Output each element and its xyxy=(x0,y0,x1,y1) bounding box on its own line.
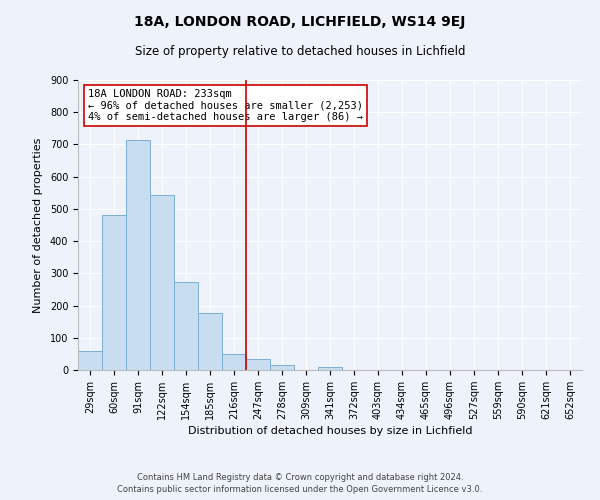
Text: Contains public sector information licensed under the Open Government Licence v3: Contains public sector information licen… xyxy=(118,485,482,494)
Bar xyxy=(150,195,174,370)
Text: 18A, LONDON ROAD, LICHFIELD, WS14 9EJ: 18A, LONDON ROAD, LICHFIELD, WS14 9EJ xyxy=(134,15,466,29)
Bar xyxy=(126,140,150,370)
Bar xyxy=(222,354,246,370)
Text: Size of property relative to detached houses in Lichfield: Size of property relative to detached ho… xyxy=(135,45,465,58)
Bar xyxy=(198,312,222,370)
Bar xyxy=(78,350,102,370)
Bar xyxy=(102,216,126,370)
Text: 18A LONDON ROAD: 233sqm
← 96% of detached houses are smaller (2,253)
4% of semi-: 18A LONDON ROAD: 233sqm ← 96% of detache… xyxy=(88,88,363,122)
Bar xyxy=(174,282,198,370)
Text: Contains HM Land Registry data © Crown copyright and database right 2024.: Contains HM Land Registry data © Crown c… xyxy=(137,472,463,482)
Bar xyxy=(246,359,270,370)
Y-axis label: Number of detached properties: Number of detached properties xyxy=(33,138,43,312)
Bar xyxy=(318,368,342,370)
Bar xyxy=(270,365,294,370)
X-axis label: Distribution of detached houses by size in Lichfield: Distribution of detached houses by size … xyxy=(188,426,472,436)
